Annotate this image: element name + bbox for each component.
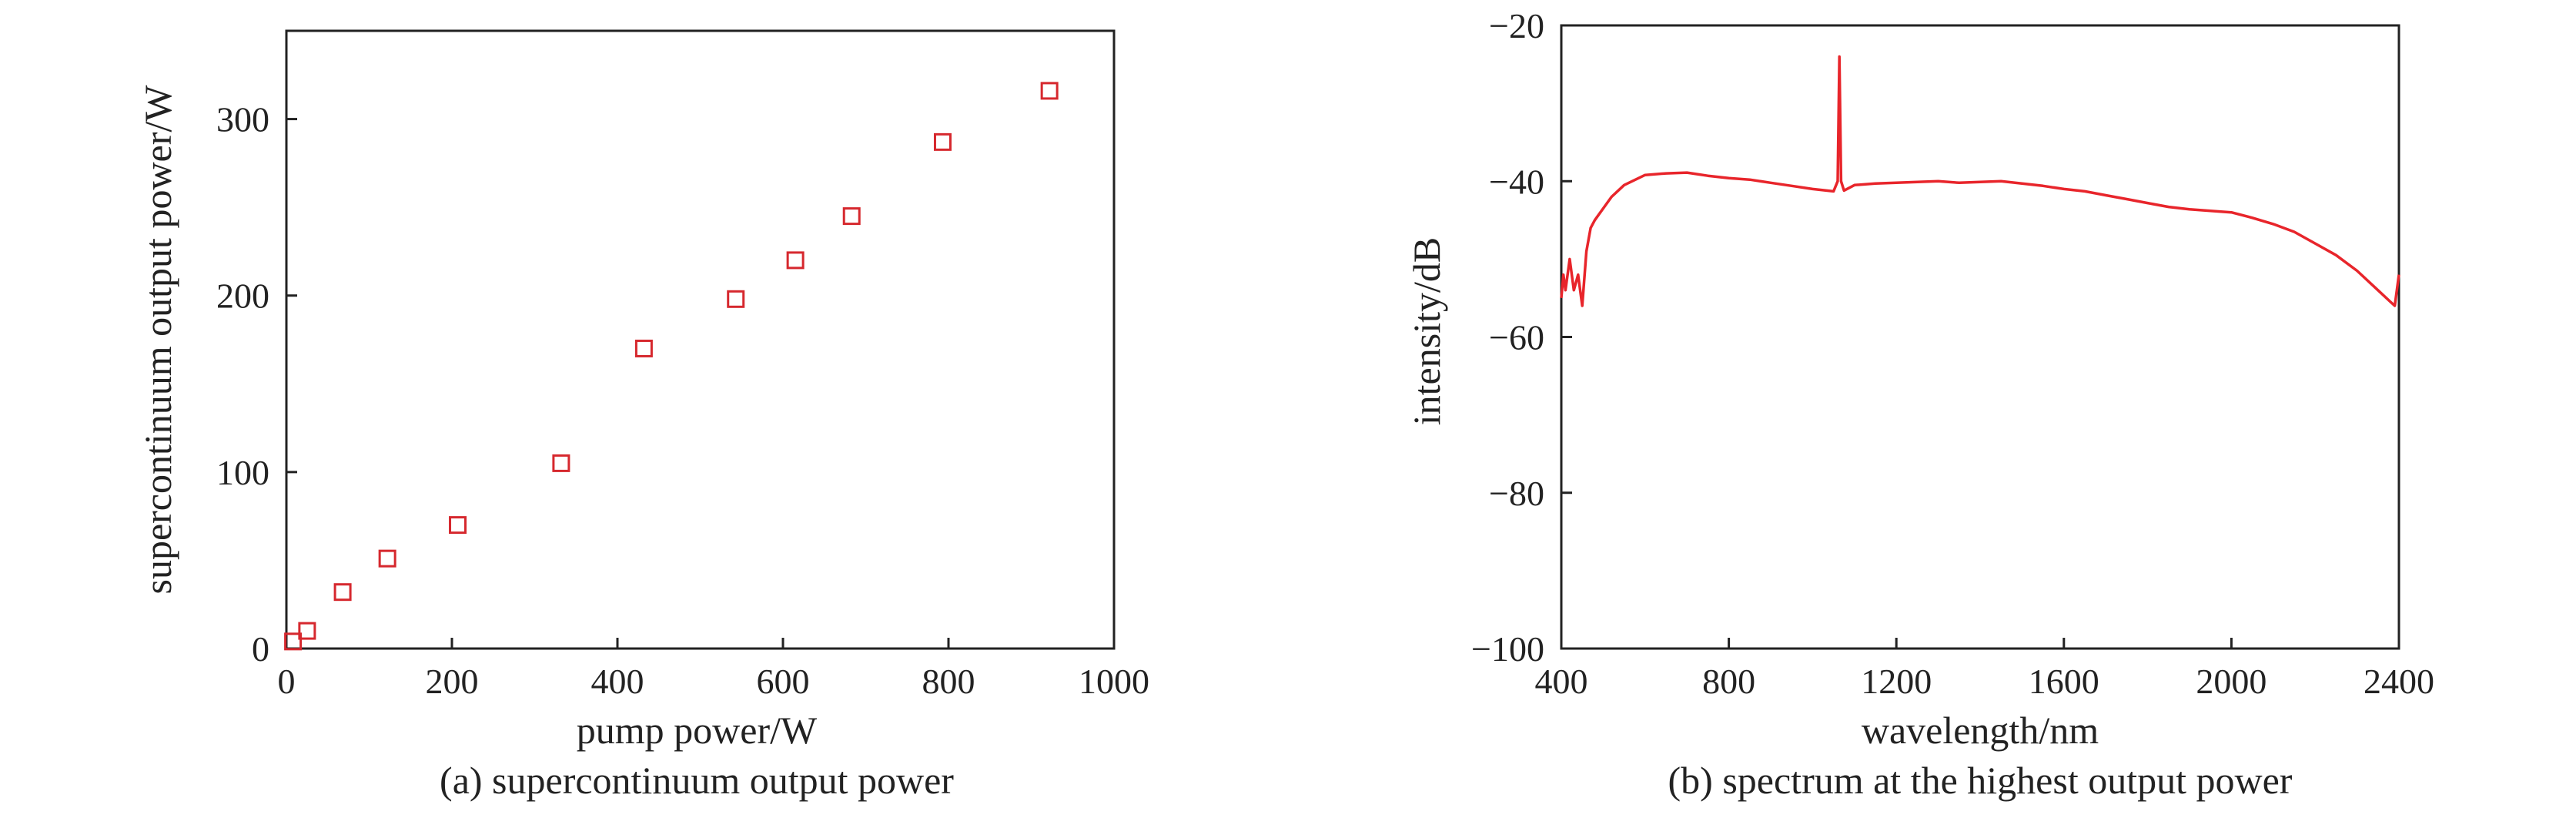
panel-b-x-axis-label: wavelength/nm [1862, 709, 2099, 752]
y-tick-label: 100 [216, 453, 269, 492]
data-point [298, 622, 316, 640]
y-tick-label: −60 [1489, 318, 1544, 357]
y-tick-label: −100 [1471, 629, 1544, 669]
x-tick-label: 2400 [2364, 662, 2434, 701]
panel-b-caption: (b) spectrum at the highest output power [1668, 759, 2293, 802]
panel-a-x-ticks: 0 200 400 600 800 1000 [278, 638, 1149, 701]
panel-a-plot-frame [285, 29, 1116, 650]
data-point [333, 583, 352, 602]
panel-a-caption: (a) supercontinuum output power [440, 759, 954, 802]
panel-b-plot-frame [1560, 24, 2400, 650]
x-tick-label: 800 [1702, 662, 1755, 701]
x-tick-label: 800 [922, 662, 975, 701]
data-point [727, 290, 745, 308]
y-tick-label: 200 [216, 277, 269, 316]
data-point [933, 132, 952, 151]
x-tick-label: 200 [426, 662, 479, 701]
y-tick-label: −20 [1489, 6, 1544, 45]
x-tick-label: 1000 [1079, 662, 1149, 701]
panel-b-spectrum: 400 800 1200 1600 2000 2400 −100−80−60−40−20 … [1405, 6, 2434, 802]
panel-a-x-axis-label: pump power/W [577, 709, 818, 752]
panel-a-y-ticks: 0 100 200 300 [216, 100, 297, 669]
y-tick-label: 300 [216, 100, 269, 139]
y-tick-label: 0 [252, 629, 269, 669]
series-line [1560, 55, 2400, 307]
x-tick-label: 400 [1535, 662, 1588, 701]
x-tick-label: 400 [591, 662, 644, 701]
data-point [378, 549, 396, 568]
x-tick-label: 2000 [2196, 662, 2267, 701]
x-tick-label: 1200 [1861, 662, 1932, 701]
data-point [634, 339, 653, 357]
panel-a-markers [284, 82, 1059, 651]
panel-b-y-axis-label: intensity/dB [1405, 237, 1448, 425]
x-tick-label: 600 [757, 662, 810, 701]
data-point [842, 207, 861, 226]
panel-a-y-axis-label: supercontinuum output power/W [136, 85, 179, 595]
data-point [1040, 82, 1059, 100]
data-point [449, 516, 467, 535]
panel-a-output-power: 0 200 400 600 800 1000 0 100 200 300 pump power/… [136, 29, 1149, 802]
x-tick-label: 0 [278, 662, 296, 701]
panel-b-x-ticks: 400 800 1200 1600 2000 2400 [1535, 638, 2434, 701]
data-point [552, 454, 570, 472]
panel-b-spectrum-line [1560, 55, 2400, 307]
y-tick-label: −80 [1489, 474, 1544, 513]
panel-b-y-ticks: −100 −80 −60 −40 −20 [1471, 6, 1572, 669]
y-tick-label: −40 [1489, 162, 1544, 201]
x-tick-label: 1600 [2029, 662, 2099, 701]
data-point [284, 632, 303, 651]
data-point [786, 251, 805, 270]
